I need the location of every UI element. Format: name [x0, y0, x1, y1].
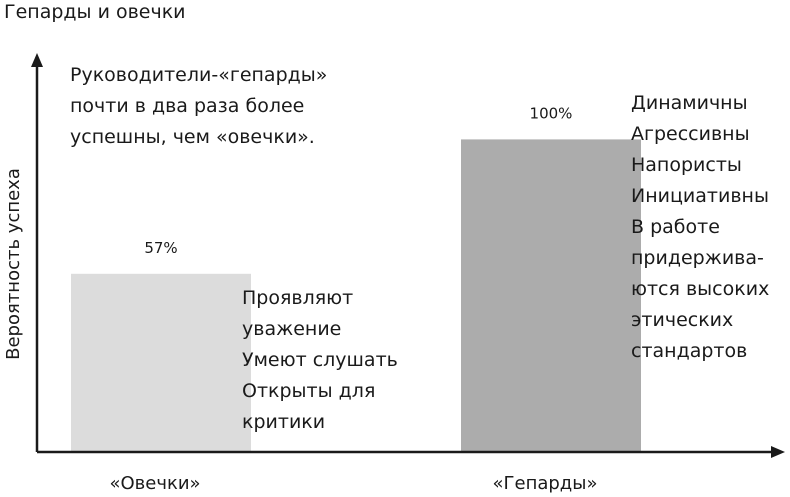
labels-group: 57% «Овечки» 100% «Гепарды» [109, 104, 597, 494]
bar-value-label: 57% [144, 239, 177, 257]
sheep-trait-line: уважение [242, 318, 342, 340]
lead-annotation: Руководители-«гепарды» почти в два раза … [70, 60, 327, 153]
cheetah-trait-line: Динамичны [631, 92, 748, 114]
lead-line: успешны, чем «овечки». [70, 126, 315, 148]
cheetah-trait-line: В работе [631, 216, 720, 238]
sheep-trait-line: Умеют слушать [242, 349, 398, 371]
lead-line: Руководители-«гепарды» [70, 64, 328, 86]
chart-title: Гепарды и овечки [4, 1, 186, 23]
bar-value-label: 100% [530, 104, 573, 122]
cheetah-trait-line: стандартов [631, 340, 748, 362]
bar-cheetah [461, 139, 641, 452]
cheetah-trait-line: ются высоких [631, 278, 770, 300]
bars-group [71, 139, 641, 452]
lead-line: почти в два раза более [70, 95, 305, 117]
cheetah-traits-annotation: Динамичны Агрессивны Напористы Инициатив… [631, 88, 769, 367]
x-tick-label: «Гепарды» [493, 473, 598, 494]
x-tick-label: «Овечки» [109, 473, 200, 494]
bar-sheep [71, 273, 251, 452]
cheetah-trait-line: Инициативны [631, 185, 769, 207]
cheetah-trait-line: этических [631, 309, 734, 331]
sheep-traits-annotation: Проявляют уважение Умеют слушать Открыты… [242, 283, 398, 438]
cheetah-trait-line: Агрессивны [631, 123, 750, 145]
sheep-trait-line: критики [242, 411, 326, 433]
y-axis-label: Вероятность успеха [3, 168, 24, 360]
x-axis-arrow-icon [771, 446, 785, 458]
y-axis-arrow-icon [31, 53, 43, 67]
axes-group [31, 53, 785, 458]
sheep-trait-line: Открыты для [242, 380, 376, 402]
sheep-trait-line: Проявляют [242, 287, 354, 309]
cheetah-trait-line: придержива- [631, 247, 764, 269]
cheetah-trait-line: Напористы [631, 154, 742, 176]
